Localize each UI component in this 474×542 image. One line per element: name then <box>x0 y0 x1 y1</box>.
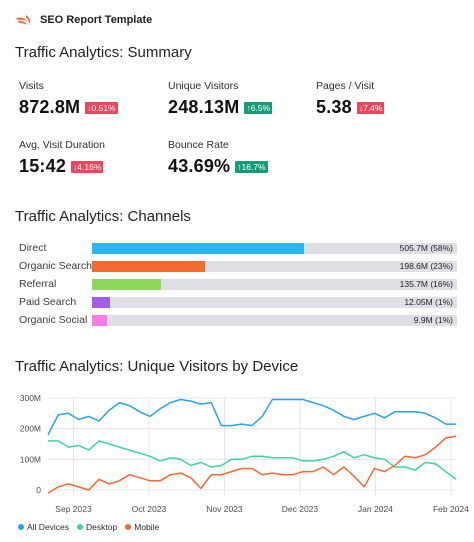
metric-pages-per-visit: Pages / Visit 5.38 ↓7.4% <box>316 80 385 118</box>
legend-dot <box>77 524 84 530</box>
change-badge: ↓4.16% <box>71 160 104 173</box>
channel-row-organic-social: Organic Social 9.9M (1%) <box>19 314 457 327</box>
channel-bar-fill <box>92 279 162 290</box>
legend-dot <box>18 524 24 530</box>
channel-value: 198.6M (23%) <box>399 261 453 271</box>
channel-bar-fill <box>92 297 111 308</box>
channel-bar-track: 198.6M (23%) <box>92 261 457 272</box>
change-badge: ↑6.5% <box>244 101 273 114</box>
channel-value: 12.05M (1%) <box>404 297 453 307</box>
metric-value: 872.8M <box>19 97 81 117</box>
metric-visits: Visits 872.8M ↓0.51% <box>19 80 118 118</box>
flame-logo-icon <box>16 15 31 25</box>
summary-section-title: Traffic Analytics: Summary <box>15 44 192 61</box>
metric-bounce-rate: Bounce Rate 43.69% ↑16.7% <box>168 139 268 177</box>
metric-label: Avg. Visit Duration <box>19 139 105 151</box>
metric-label: Pages / Visit <box>316 80 375 92</box>
x-tick-label: Jan 2024 <box>358 504 393 514</box>
series-line-desktop[interactable] <box>48 440 457 480</box>
x-tick-label: Feb 2024 <box>433 504 469 514</box>
report-title: SEO Report Template <box>40 14 153 26</box>
channel-value: 505.7M (58%) <box>399 243 453 253</box>
legend-label: Mobile <box>134 522 160 532</box>
channel-label: Paid Search <box>19 296 77 308</box>
legend-label: Desktop <box>86 522 118 532</box>
y-tick-label: 300M <box>20 393 41 403</box>
channel-row-organic-search: Organic Search 198.6M (23%) <box>19 260 457 273</box>
legend-item-all-devices[interactable]: All Devices <box>18 522 69 532</box>
channel-bar-track: 12.05M (1%) <box>92 297 457 308</box>
channel-value: 135.7M (16%) <box>399 279 453 289</box>
metric-avg-visit-duration: Avg. Visit Duration 15:42 ↓4.16% <box>19 139 105 177</box>
y-tick-label: 0 <box>36 485 41 495</box>
channel-label: Organic Social <box>19 314 88 326</box>
metric-value: 5.38 <box>316 97 352 117</box>
x-tick-label: Dec 2023 <box>282 504 319 514</box>
metric-label: Unique Visitors <box>168 80 239 92</box>
x-tick-label: Nov 2023 <box>206 504 243 514</box>
channel-row-paid-search: Paid Search 12.05M (1%) <box>19 296 457 309</box>
metric-value: 43.69% <box>168 156 231 176</box>
series-line-mobile[interactable] <box>47 435 457 494</box>
metric-value: 15:42 <box>19 156 67 176</box>
y-tick-label: 200M <box>20 424 41 434</box>
channel-bar-fill <box>92 261 206 272</box>
series-line-all-devices[interactable] <box>47 398 456 436</box>
channel-row-referral: Referral 135.7M (16%) <box>19 278 457 291</box>
report-header: SEO Report Template <box>14 11 152 29</box>
channel-label: Organic Search <box>19 260 92 272</box>
channel-label: Direct <box>19 242 47 254</box>
channel-bar-fill <box>92 315 107 326</box>
metric-label: Visits <box>19 80 44 92</box>
metric-label: Bounce Rate <box>168 139 229 151</box>
legend-item-mobile[interactable]: Mobile <box>125 522 159 532</box>
channel-bar-track: 9.9M (1%) <box>92 315 457 326</box>
channel-bar-track: 135.7M (16%) <box>92 279 457 290</box>
change-badge: ↓7.4% <box>356 101 385 114</box>
legend-item-desktop[interactable]: Desktop <box>77 522 117 532</box>
x-tick-label: Oct 2023 <box>132 504 167 514</box>
metric-unique-visitors: Unique Visitors 248.13M ↑6.5% <box>168 80 273 118</box>
change-badge: ↑16.7% <box>235 160 268 173</box>
channel-label: Referral <box>19 278 57 290</box>
legend-label: All Devices <box>27 522 70 532</box>
channel-bar-track: 505.7M (58%) <box>92 243 457 254</box>
chart-legend: All Devices Desktop Mobile <box>18 522 167 532</box>
channel-row-direct: Direct 505.7M (58%) <box>19 242 457 255</box>
channel-bar-fill <box>92 243 304 254</box>
legend-dot <box>125 524 132 530</box>
device-section-title: Traffic Analytics: Unique Visitors by De… <box>15 358 299 375</box>
metric-value: 248.13M <box>168 97 240 117</box>
channels-section-title: Traffic Analytics: Channels <box>15 208 191 225</box>
change-badge: ↓0.51% <box>85 101 118 114</box>
y-tick-label: 100M <box>20 454 41 464</box>
device-line-chart: 0 100M 200M 300M Sep 2023 Oct 2023 Nov 2023 Dec… <box>20 393 469 514</box>
channel-value: 9.9M (1%) <box>413 315 453 325</box>
x-tick-label: Sep 2023 <box>55 504 92 514</box>
